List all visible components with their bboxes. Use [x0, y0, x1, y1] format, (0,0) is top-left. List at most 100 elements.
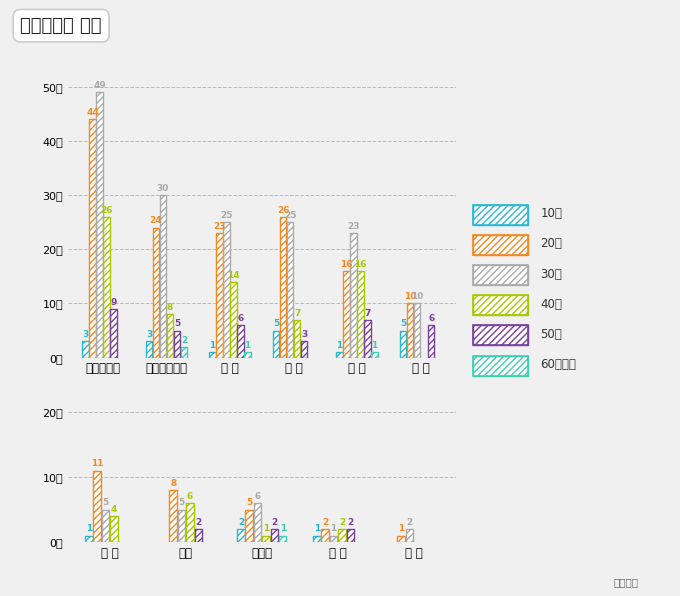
FancyBboxPatch shape [473, 265, 528, 285]
Bar [209, 352, 216, 358]
Text: 1: 1 [86, 524, 92, 533]
Text: 7: 7 [294, 309, 301, 318]
Bar [244, 352, 251, 358]
Bar [167, 314, 173, 358]
FancyBboxPatch shape [473, 204, 528, 225]
Bar [398, 536, 405, 542]
Text: 2: 2 [271, 518, 277, 527]
Bar [271, 529, 278, 542]
Bar [350, 233, 357, 358]
Text: 25: 25 [220, 211, 233, 220]
Text: 6: 6 [254, 492, 260, 501]
Bar [414, 303, 420, 358]
Text: 30代: 30代 [540, 268, 562, 281]
Bar [169, 491, 177, 542]
Bar [110, 516, 118, 542]
Bar [216, 233, 222, 358]
Text: 2: 2 [195, 518, 201, 527]
Bar [301, 342, 307, 358]
Text: ジャンル別 内訳: ジャンル別 内訳 [20, 17, 102, 35]
Text: 5: 5 [178, 498, 185, 507]
Bar [350, 233, 357, 358]
Text: 2: 2 [407, 518, 413, 527]
Bar [400, 331, 407, 358]
Bar [85, 536, 92, 542]
Text: 9: 9 [110, 297, 116, 307]
Bar [406, 529, 413, 542]
Bar [301, 342, 307, 358]
Text: 10代: 10代 [540, 207, 562, 220]
Bar [358, 271, 364, 358]
Bar [407, 303, 413, 358]
Text: 5: 5 [400, 319, 407, 328]
Bar [414, 303, 420, 358]
Bar [82, 342, 88, 358]
Bar [244, 352, 251, 358]
Bar [169, 491, 177, 542]
Text: 1: 1 [398, 524, 405, 533]
Bar [254, 504, 261, 542]
Text: 8: 8 [170, 479, 176, 488]
Text: 40代: 40代 [540, 298, 562, 311]
Text: 16: 16 [341, 260, 353, 269]
Bar [237, 325, 243, 358]
Text: 23: 23 [214, 222, 226, 231]
Bar [194, 529, 202, 542]
Text: 50代: 50代 [540, 328, 562, 341]
Bar [273, 331, 279, 358]
Bar [407, 303, 413, 358]
Bar [343, 271, 350, 358]
Bar [398, 536, 405, 542]
Bar [216, 233, 222, 358]
Text: 2: 2 [347, 518, 354, 527]
Text: 5: 5 [174, 319, 180, 328]
Text: 1: 1 [337, 341, 343, 350]
Text: 10: 10 [411, 292, 424, 301]
Bar [82, 342, 88, 358]
FancyBboxPatch shape [473, 325, 528, 345]
Bar [178, 510, 186, 542]
Text: 10: 10 [404, 292, 416, 301]
Bar [89, 119, 96, 358]
Bar [287, 222, 293, 358]
Bar [167, 314, 173, 358]
Text: 44: 44 [86, 108, 99, 117]
Bar [322, 529, 329, 542]
Text: 26: 26 [100, 206, 113, 215]
Bar [102, 510, 109, 542]
Bar [224, 222, 230, 358]
Text: 6: 6 [187, 492, 193, 501]
Bar [254, 504, 261, 542]
Text: 1: 1 [330, 524, 337, 533]
Bar [103, 217, 109, 358]
Bar [371, 352, 377, 358]
Bar [186, 504, 194, 542]
Bar [294, 319, 300, 358]
Text: モノレコ: モノレコ [613, 577, 638, 587]
Bar [231, 282, 237, 358]
Bar [343, 271, 350, 358]
Text: 5: 5 [273, 319, 279, 328]
Bar [209, 352, 216, 358]
Bar [174, 331, 180, 358]
Bar [237, 325, 243, 358]
Bar [110, 309, 116, 358]
Bar [262, 536, 270, 542]
Bar [273, 331, 279, 358]
Text: 6: 6 [428, 314, 435, 323]
Text: 2: 2 [339, 518, 345, 527]
Bar [181, 347, 187, 358]
Text: 1: 1 [244, 341, 251, 350]
Bar [280, 217, 286, 358]
Bar [358, 271, 364, 358]
Bar [245, 510, 253, 542]
Bar [103, 217, 109, 358]
Bar [322, 529, 329, 542]
Text: 3: 3 [82, 330, 88, 339]
Text: 1: 1 [263, 524, 269, 533]
Bar [194, 529, 202, 542]
Text: 30: 30 [157, 184, 169, 193]
Text: 3: 3 [301, 330, 307, 339]
Bar [279, 536, 286, 542]
Text: 7: 7 [364, 309, 371, 318]
